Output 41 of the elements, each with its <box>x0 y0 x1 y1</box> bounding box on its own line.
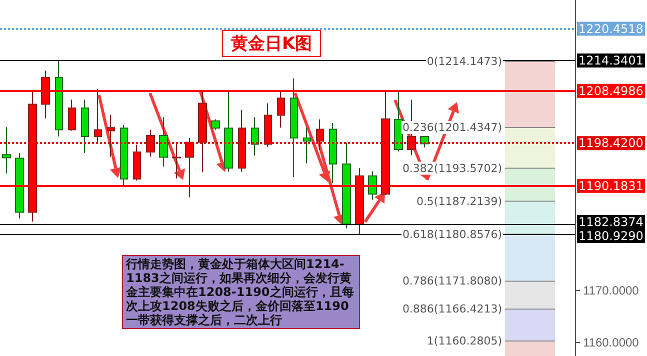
annotation: 0.382(1193.5702) <box>402 162 502 175</box>
candlestick <box>316 118 324 150</box>
annotation: 0.618(1180.8576) <box>402 228 502 241</box>
candlestick <box>224 90 233 172</box>
annotation: 0.786(1171.8080) <box>402 274 502 288</box>
candlestick <box>81 99 89 154</box>
annotation: 0.886(1166.4213) <box>402 302 502 316</box>
candlestick <box>159 116 168 168</box>
candlestick <box>303 127 311 164</box>
candlestick <box>133 144 141 182</box>
ref-line-label: 1182.8374 <box>578 214 644 229</box>
ref-line-label: 1214.3401 <box>578 54 644 68</box>
ref-line-label: 1220.4518 <box>578 22 644 36</box>
candlestick <box>264 102 272 148</box>
candlestick <box>120 124 128 188</box>
annotation: 0(1214.1473) <box>426 55 502 68</box>
candlestick <box>2 126 11 174</box>
candlestick <box>238 110 246 172</box>
candlestick <box>342 142 351 229</box>
ref-line-label: 1190.1831 <box>578 178 644 193</box>
candlestick <box>107 114 115 158</box>
candlestick <box>290 78 298 178</box>
annotation: 0.5(1187.2139) <box>416 194 502 208</box>
candlestick <box>394 90 403 152</box>
text: 黄金日K图 <box>222 30 322 57</box>
y-tick-label: 1160.0000 <box>583 336 640 350</box>
candlestick <box>251 116 259 156</box>
candlestick <box>68 99 76 132</box>
candlestick <box>15 152 24 219</box>
ref-line-label: 1208.4986 <box>578 84 644 98</box>
annotation: 1(1160.2805) <box>426 334 502 348</box>
ref-line-label: 1198.4200 <box>578 136 644 150</box>
annotation: 0.236(1201.4347) <box>402 120 502 134</box>
y-tick-label: 1170.0000 <box>583 284 640 298</box>
candlestick <box>146 129 155 158</box>
annotation: 行情走势图，黄金处于箱体大区间1214-1183之间运行，如果再次细分，会发行黄金主要集中在1208-1190之间运行，且每次上攻1208失败之后，金价回落至1190一带获得支撑之后，二次上行 <box>122 255 360 329</box>
candlestick <box>329 122 337 184</box>
candlestick <box>172 142 181 180</box>
candlestick <box>55 60 63 137</box>
ref-line-label: 1180.9290 <box>578 228 644 243</box>
candlestick <box>211 118 220 130</box>
